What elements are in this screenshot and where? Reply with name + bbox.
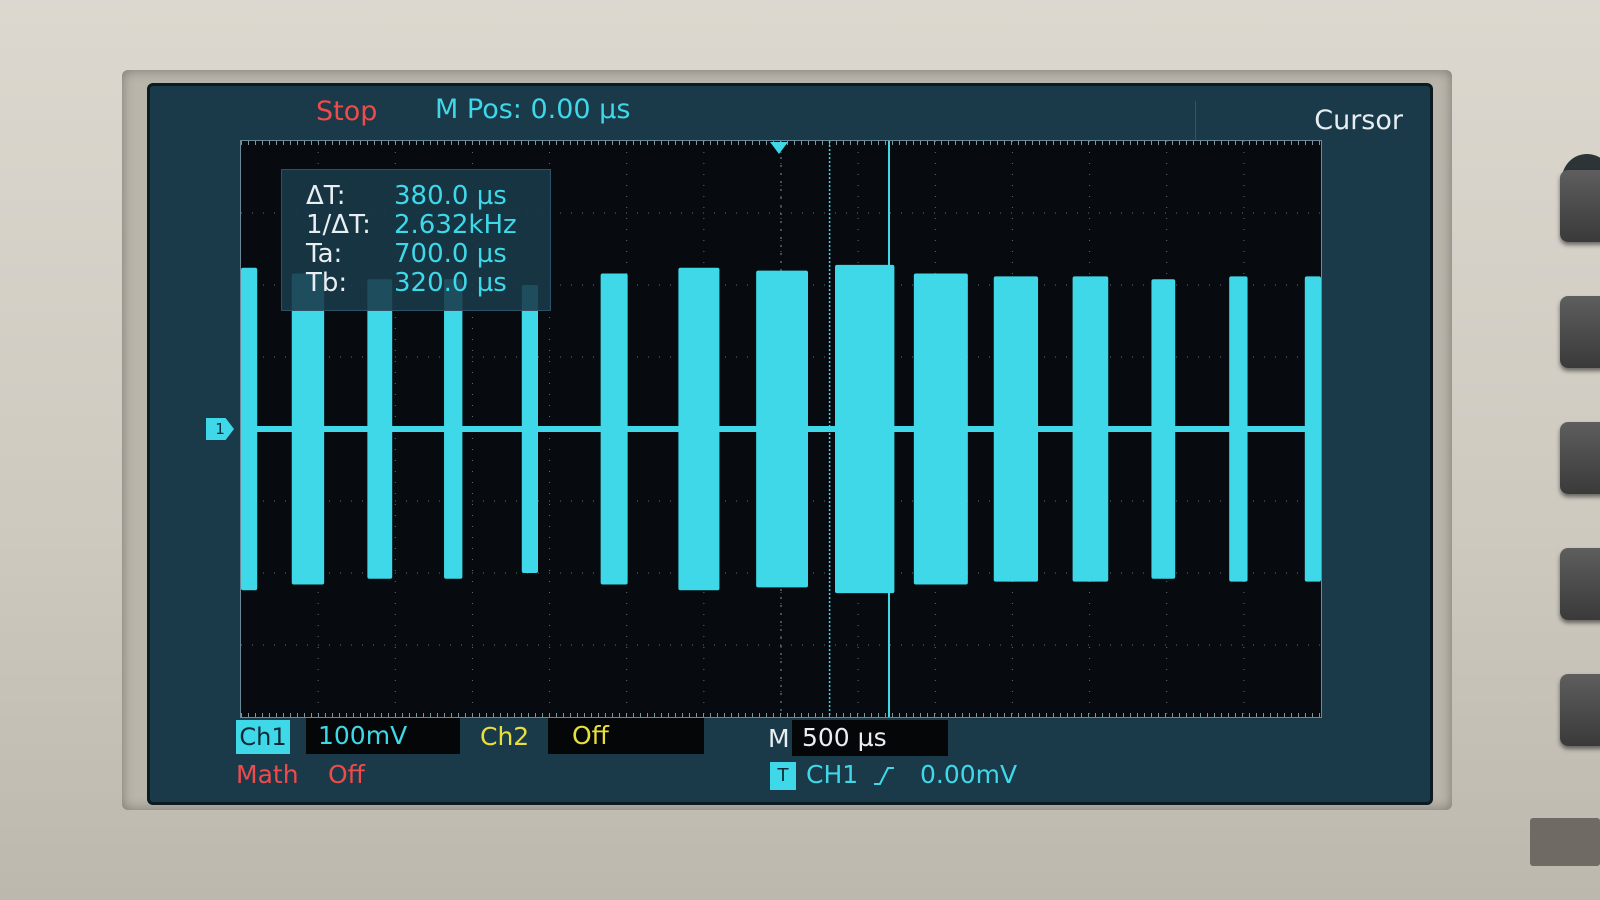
softkey-3[interactable] <box>1560 422 1600 494</box>
ch1-label[interactable]: Ch1 <box>236 720 290 754</box>
ch1-ground-marker[interactable]: 1 <box>206 418 234 440</box>
ch1-burst <box>1072 276 1109 582</box>
readout-label: Tb: <box>306 268 348 298</box>
usb-port[interactable] <box>1530 818 1600 866</box>
trigger-position-marker[interactable] <box>770 142 788 154</box>
ch1-burst <box>367 279 393 579</box>
ch1-burst <box>521 285 538 573</box>
status-bar: Stop M Pos: 0.00 µs Cursor <box>150 86 1430 141</box>
readout-value: 380.0 µs <box>394 181 507 211</box>
math-label[interactable]: Math <box>236 760 299 789</box>
readout-value: 2.632kHz <box>394 210 517 240</box>
softkey-4[interactable] <box>1560 548 1600 620</box>
ch1-burst <box>1151 279 1176 579</box>
softkey-5[interactable] <box>1560 674 1600 746</box>
readout-row-tb: Tb: 320.0 µs <box>282 269 550 298</box>
readout-row-frequency: 1/ΔT: 2.632kHz <box>282 211 550 240</box>
menu-title[interactable]: Cursor <box>1195 101 1415 141</box>
ch1-burst <box>678 267 720 591</box>
trigger-icon: T <box>770 762 796 790</box>
readout-row-delta-t: ΔT: 380.0 µs <box>282 182 550 211</box>
ch1-burst <box>756 270 808 588</box>
softkey-2[interactable] <box>1560 296 1600 368</box>
softkey-1[interactable] <box>1560 170 1600 242</box>
run-state[interactable]: Stop <box>316 96 378 127</box>
waveform-graticule: ΔT: 380.0 µs 1/ΔT: 2.632kHz Ta: 700.0 µs… <box>240 140 1322 718</box>
ch1-burst <box>1304 276 1321 582</box>
rising-edge-icon <box>874 767 894 785</box>
trigger-level: 0.00mV <box>920 760 1018 789</box>
horizontal-position: M Pos: 0.00 µs <box>435 94 631 125</box>
channel-status-bar: Ch1 100mV Ch2 Off M 500 µs Math Off T CH… <box>150 714 1430 802</box>
readout-row-ta: Ta: 700.0 µs <box>282 240 550 269</box>
readout-value: 320.0 µs <box>394 268 507 298</box>
readout-value: 700.0 µs <box>394 239 507 269</box>
ch2-label[interactable]: Ch2 <box>480 722 530 751</box>
readout-label: 1/ΔT: <box>306 210 371 240</box>
cursor-readout-panel: ΔT: 380.0 µs 1/ΔT: 2.632kHz Ta: 700.0 µs… <box>281 169 551 311</box>
ch1-burst <box>444 279 463 579</box>
ch1-burst <box>913 273 968 585</box>
trigger-source: CH1 <box>806 760 859 789</box>
softkey-column <box>1550 154 1600 780</box>
ch1-volts-per-div: 100mV <box>306 718 460 754</box>
ch1-burst <box>241 267 258 591</box>
ch2-state: Off <box>548 718 704 754</box>
math-state: Off <box>328 760 365 789</box>
timebase-label: M <box>768 724 790 753</box>
scope-display: Stop M Pos: 0.00 µs Cursor ΔT: 380.0 µs … <box>150 86 1430 802</box>
readout-label: ΔT: <box>306 181 346 211</box>
timebase-scale: 500 µs <box>792 720 948 756</box>
ch1-burst <box>835 264 895 594</box>
readout-label: Ta: <box>306 239 343 269</box>
ch1-burst <box>1229 276 1248 582</box>
ch1-burst <box>600 273 628 585</box>
ch1-burst <box>291 273 325 585</box>
ch1-burst <box>993 276 1039 582</box>
